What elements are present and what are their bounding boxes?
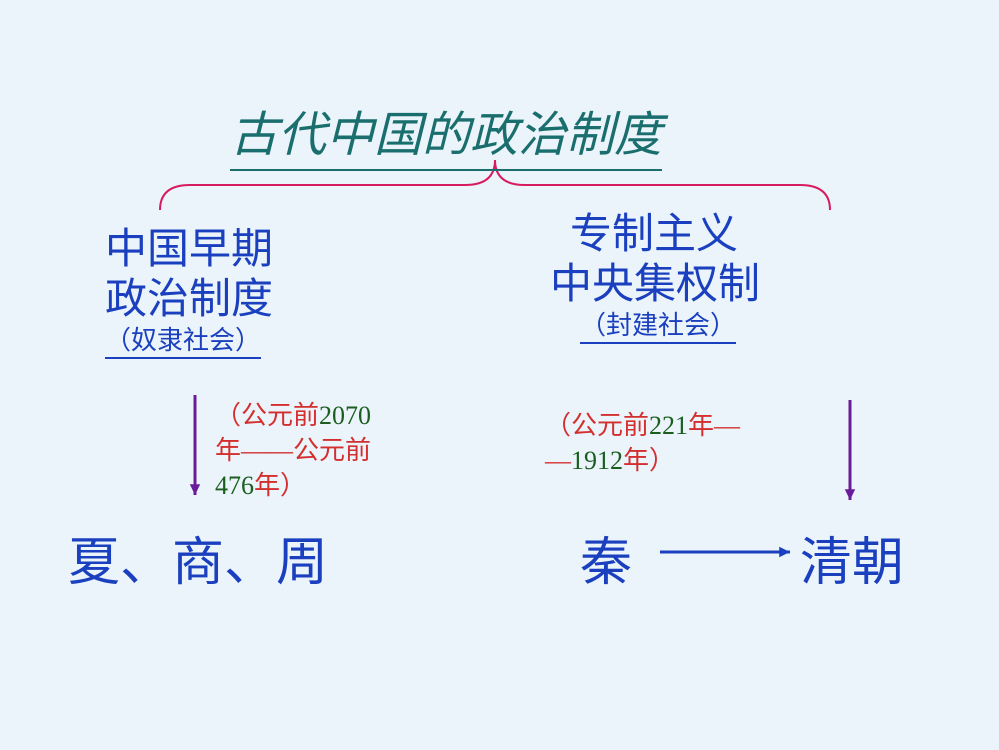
left-date-line1: （公元前2070 bbox=[215, 395, 371, 432]
left-subtitle: （奴隶社会） bbox=[105, 320, 261, 359]
right-dynasty-start: 秦 bbox=[580, 520, 632, 595]
left-dynasties: 夏、商、周 bbox=[68, 520, 328, 595]
right-date-line1: （公元前221年— bbox=[545, 405, 740, 442]
diagram-title: 古代中国的政治制度 bbox=[230, 95, 662, 171]
right-heading-line2: 中央集权制 bbox=[550, 250, 760, 311]
left-heading-line2: 政治制度 bbox=[105, 265, 273, 326]
right-subtitle: （封建社会） bbox=[580, 305, 736, 344]
left-date-line2: 年——公元前 bbox=[215, 430, 371, 467]
right-date-line2: —1912年） bbox=[545, 440, 675, 477]
right-dynasty-end: 清朝 bbox=[800, 520, 904, 595]
left-date-line3: 476年） bbox=[215, 465, 306, 502]
